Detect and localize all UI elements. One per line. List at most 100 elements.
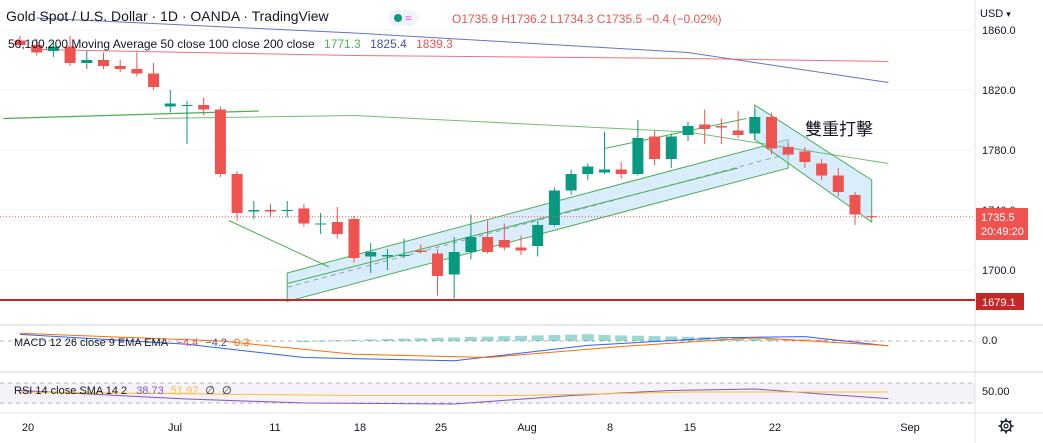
- candle-body: [632, 138, 644, 174]
- macd-histogram-bar: [581, 334, 594, 341]
- candle-body: [231, 174, 243, 213]
- ma-legend[interactable]: 50,100,200 Moving Average 50 close 100 c…: [8, 37, 453, 51]
- macd-histogram-bar: [431, 337, 444, 341]
- macd-histogram-bar: [331, 340, 344, 342]
- ma50-value: 1771.3: [324, 37, 361, 51]
- candle-body: [849, 195, 861, 215]
- candle-body: [816, 163, 828, 176]
- rsi-extra-b: ∅: [222, 385, 232, 397]
- candle-body: [198, 105, 210, 110]
- macd-histogram-bar: [464, 337, 477, 341]
- macd-histogram-bar: [598, 335, 611, 341]
- ohlc-values: O1735.9 H1736.2 L1734.3 C1735.5 −0.4 (−0…: [452, 12, 722, 26]
- macd-histogram-bar: [682, 336, 694, 341]
- price-tick-label: 1820.0: [982, 85, 1016, 97]
- candle-body: [715, 126, 727, 128]
- candle-body: [331, 222, 343, 234]
- candle-body: [665, 136, 677, 159]
- rsi-legend[interactable]: RSI 14 close SMA 14 2 38.73 51.97 ∅ ∅: [14, 384, 232, 397]
- candle-body: [398, 255, 410, 256]
- status-badge: ≈: [388, 10, 418, 26]
- macd-histogram-bar: [297, 341, 310, 342]
- candle-body: [281, 210, 293, 211]
- macd-histogram-bar: [615, 335, 628, 341]
- currency-selector[interactable]: USD ▾: [980, 8, 1011, 20]
- macd-hist-value: 0.3: [234, 337, 250, 349]
- candle-body: [682, 126, 694, 135]
- rsi-band: [0, 383, 975, 403]
- support-price-badge: [976, 293, 1024, 310]
- candle-body: [148, 73, 160, 87]
- macd-histogram-bar: [648, 336, 661, 341]
- candle-body: [164, 103, 176, 107]
- moving-average-ma100: [36, 17, 889, 83]
- candle-body: [64, 46, 76, 63]
- ma-legend-label: 50,100,200 Moving Average 50 close 100 c…: [8, 37, 315, 51]
- candle-body: [381, 255, 393, 257]
- trend-line-upper: [604, 118, 747, 149]
- chevron-down-icon: ▾: [1006, 9, 1011, 19]
- price-tick-label: 1780.0: [982, 145, 1016, 157]
- macd-histogram-bar: [398, 338, 411, 341]
- candle-body: [699, 124, 711, 129]
- macd-pane: [0, 332, 975, 362]
- candle-body: [415, 250, 427, 252]
- time-axis-ticks: 20 Jul 11 18 25 Aug 8 15 22 Sep: [22, 422, 920, 434]
- candle-body: [866, 216, 878, 218]
- rsi-axis-label: 50.00: [982, 386, 1010, 398]
- macd-histogram-bar: [498, 336, 511, 341]
- rising-channel-midline: [287, 153, 789, 288]
- current-price-badge: [976, 208, 1028, 240]
- candle-body: [532, 225, 544, 246]
- macd-histogram-bar: [865, 340, 878, 342]
- trend-line-dip: [228, 220, 330, 268]
- candle-body: [599, 169, 610, 173]
- candle-body: [448, 252, 460, 275]
- rsi-pane: [0, 382, 975, 405]
- macd-histogram-bar: [548, 335, 561, 341]
- ma100-value: 1825.4: [370, 37, 407, 51]
- macd-value: −4.4: [176, 337, 199, 349]
- candle-body: [515, 247, 527, 251]
- macd-histogram-bar: [381, 339, 394, 341]
- candle-body: [732, 130, 744, 135]
- chart-header: Gold Spot / U.S. Dollar · 1D · OANDA · T…: [6, 8, 329, 24]
- time-tick-label: 22: [769, 422, 781, 434]
- macd-line: [19, 333, 889, 362]
- symbol-title[interactable]: Gold Spot / U.S. Dollar · 1D · OANDA · T…: [6, 8, 329, 24]
- candle-body: [498, 240, 510, 248]
- time-tick-label: 25: [435, 422, 447, 434]
- price-tick-label: 1860.0: [982, 25, 1016, 37]
- currency-label: USD: [980, 8, 1004, 20]
- macd-histogram-bar: [515, 335, 527, 341]
- macd-signal-value: −4.2: [205, 337, 228, 349]
- candle-body: [432, 253, 443, 276]
- countdown-text: 20:49:20: [981, 226, 1024, 238]
- candle-body: [548, 190, 560, 225]
- macd-histogram-bar: [531, 335, 544, 341]
- rsi-value: 38.73: [136, 385, 164, 397]
- macd-histogram-bar: [448, 337, 461, 341]
- macd-legend[interactable]: MACD 12 26 close 9 EMA EMA −4.4 −4.2 0.3: [14, 337, 249, 349]
- candle-body: [615, 169, 627, 174]
- support-price-text: 1679.1: [982, 297, 1016, 309]
- macd-histogram-bar: [364, 339, 377, 341]
- rsi-legend-label: RSI 14 close SMA 14 2: [14, 385, 128, 397]
- market-status-dot: [394, 14, 402, 22]
- candle-body: [248, 210, 260, 212]
- macd-histogram-bar: [765, 338, 778, 341]
- candle-body: [649, 136, 661, 159]
- candle-body: [31, 45, 43, 53]
- time-tick-label: Jul: [168, 422, 182, 434]
- candle-body: [14, 40, 26, 45]
- macd-histogram-bar: [631, 335, 644, 341]
- candle-body: [565, 174, 577, 191]
- candle-body: [114, 66, 126, 69]
- macd-histogram-bar: [414, 338, 427, 341]
- macd-histogram-bar: [565, 334, 578, 341]
- candle-body: [832, 175, 844, 192]
- gear-icon[interactable]: [998, 418, 1014, 434]
- time-tick-label: 20: [22, 422, 34, 434]
- macd-histogram-bar: [314, 340, 327, 342]
